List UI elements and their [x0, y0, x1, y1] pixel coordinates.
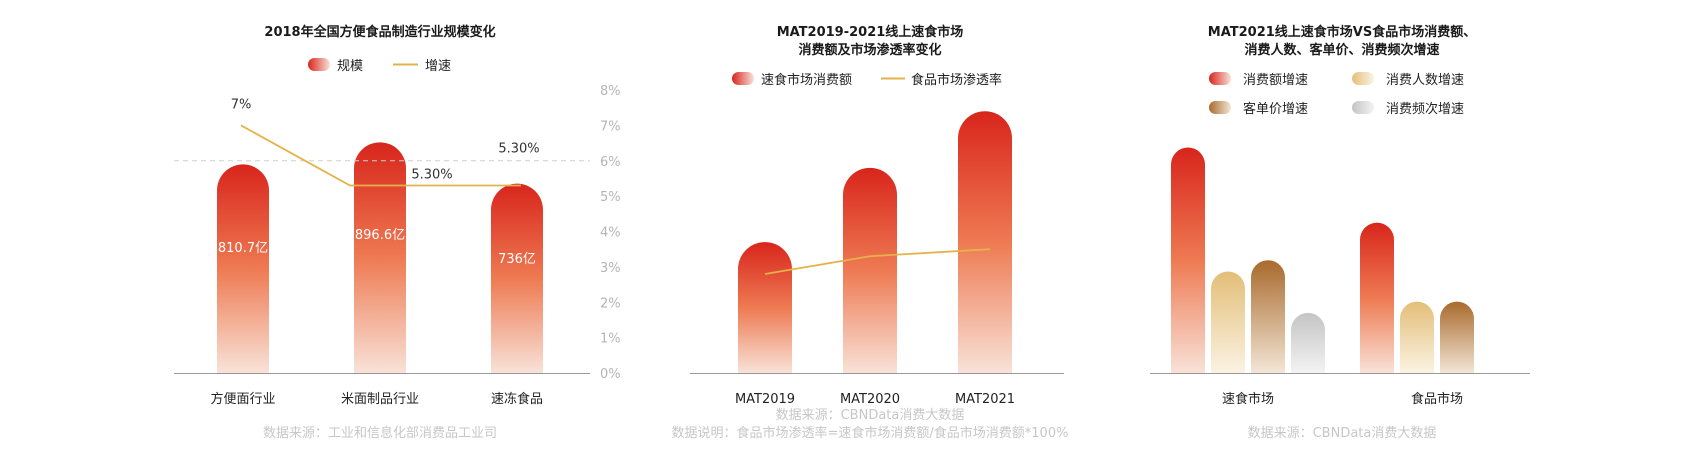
chart-3-legend-swatch-3: [1209, 101, 1231, 114]
chart-1-y2-tick: 0%: [600, 367, 621, 382]
chart-3-bar: [1360, 222, 1394, 373]
chart-2-legend-bar-label: 速食市场消费额: [761, 72, 852, 88]
chart-1-bar: [491, 183, 543, 373]
chart-3-legend-label-3: 客单价增速: [1243, 101, 1308, 117]
chart-2-source-line-1: 数据来源：CBNData消费大数据: [776, 408, 965, 423]
chart-2-category-label: MAT2021: [955, 392, 1015, 407]
chart-2: MAT2019-2021线上速食市场 消费额及市场渗透率变化 速食市场消费额 食…: [672, 24, 1069, 441]
chart-1-growth-line: [240, 124, 521, 187]
chart-1-bar-label: 896.6亿: [355, 228, 405, 243]
chart-1-category-label: 速冻食品: [491, 391, 543, 407]
chart-1-y2-tick: 3%: [600, 261, 621, 276]
chart-2-title-line-2: 消费额及市场渗透率变化: [798, 42, 941, 58]
chart-1-legend-bar-swatch: [308, 58, 330, 71]
chart-3-bar: [1291, 312, 1325, 373]
chart-2-legend-bar-swatch: [732, 72, 754, 85]
chart-1-y2-tick: 2%: [600, 296, 621, 311]
chart-3-legend-label-2: 消费人数增速: [1386, 73, 1464, 88]
chart-2-category-label: MAT2020: [840, 392, 900, 407]
chart-2-bar: [958, 111, 1012, 374]
chart-1-title: 2018年全国方便食品制造行业规模变化: [264, 24, 495, 40]
chart-1-y2-tick: 1%: [600, 332, 621, 347]
chart-1-y2-tick: 8%: [600, 84, 621, 99]
chart-1-line-label: 7%: [231, 97, 252, 112]
chart-1-bar: [354, 142, 406, 373]
chart-2-title-line-1: MAT2019-2021线上速食市场: [777, 24, 964, 40]
chart-1-bar: [217, 164, 269, 373]
chart-2-penetration-line: [764, 248, 991, 275]
chart-1-category-label: 米面制品行业: [341, 392, 419, 407]
chart-1-legend-line-label: 增速: [425, 59, 451, 74]
chart-2-source-line-2: 数据说明：食品市场渗透率=速食市场消费额/食品市场消费额*100%: [672, 425, 1069, 441]
chart-2-legend-line-label: 食品市场渗透率: [911, 72, 1002, 88]
chart-3-bar: [1171, 147, 1205, 373]
chart-3-category-label: 食品市场: [1411, 391, 1463, 407]
chart-1-source: 数据来源：工业和信息化部消费品工业司: [263, 425, 497, 441]
chart-1-category-label: 方便面行业: [210, 391, 275, 407]
chart-3-bar: [1211, 271, 1245, 373]
chart-3-legend-label-4: 消费频次增速: [1386, 101, 1464, 117]
chart-1: 2018年全国方便食品制造行业规模变化 规模 增速 810.7亿 896.6亿 73…: [174, 24, 621, 441]
chart-3-title-line-1: MAT2021线上速食市场VS食品市场消费额、: [1208, 24, 1476, 40]
chart-2-category-label: MAT2019: [735, 392, 795, 407]
chart-3-bar: [1400, 301, 1434, 373]
chart-3-legend-label-1: 消费额增速: [1243, 73, 1308, 88]
chart-1-bar-label: 736亿: [498, 252, 536, 267]
chart-3: MAT2021线上速食市场VS食品市场消费额、 消费人数、客单价、消费频次增速 …: [1150, 24, 1530, 441]
chart-1-legend-bar-label: 规模: [337, 59, 363, 74]
chart-3-bar: [1440, 301, 1474, 373]
chart-3-legend-swatch-1: [1209, 72, 1231, 85]
chart-1-line-label: 5.30%: [498, 142, 539, 157]
chart-1-y2-tick: 7%: [600, 119, 621, 134]
chart-3-legend-swatch-2: [1352, 72, 1374, 85]
chart-1-y2-tick: 4%: [600, 226, 621, 241]
chart-1-line-label: 5.30%: [411, 168, 452, 183]
chart-1-bar-label: 810.7亿: [218, 241, 268, 256]
chart-2-bar: [843, 167, 897, 373]
chart-3-category-label: 速食市场: [1222, 391, 1274, 407]
chart-2-bar: [738, 242, 792, 373]
chart-1-y2-tick: 6%: [600, 155, 621, 170]
chart-3-legend-swatch-4: [1352, 101, 1374, 114]
chart-3-bar: [1251, 260, 1285, 373]
chart-3-title-line-2: 消费人数、客单价、消费频次增速: [1244, 42, 1439, 58]
chart-1-y2-tick: 5%: [600, 190, 621, 205]
chart-3-source: 数据来源：CBNData消费大数据: [1248, 426, 1437, 441]
